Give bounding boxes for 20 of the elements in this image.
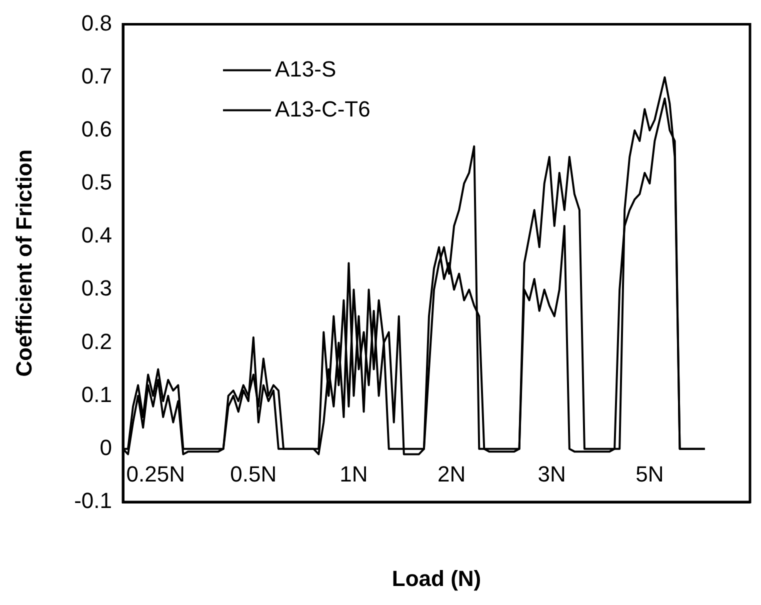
y-tick-label: 0.4 xyxy=(81,222,112,248)
annotation: 0.25N xyxy=(126,462,185,487)
y-tick-label: 0.2 xyxy=(81,328,112,354)
annotation: 5N xyxy=(636,462,664,487)
y-tick-label: 0 xyxy=(100,434,112,460)
y-tick-label: 0.7 xyxy=(81,63,112,88)
y-tick-label: 0.3 xyxy=(81,276,112,301)
legend-label: A13-C-T6 xyxy=(275,96,370,122)
x-axis-title: Load (N) xyxy=(392,566,482,591)
y-tick-label: 0.8 xyxy=(81,10,112,36)
annotation: 2N xyxy=(437,462,466,487)
annotation: 0.5N xyxy=(230,462,277,487)
annotation: 3N xyxy=(538,462,566,487)
y-tick-label: -0.1 xyxy=(74,488,112,514)
legend-label: A13-S xyxy=(275,56,336,82)
annotation: 1N xyxy=(340,462,368,487)
y-tick-label: 0.1 xyxy=(81,382,112,407)
y-tick-label: 0.6 xyxy=(81,116,112,142)
y-axis-title: Coefficient of Friction xyxy=(11,149,36,377)
y-tick-label: 0.5 xyxy=(81,170,112,195)
